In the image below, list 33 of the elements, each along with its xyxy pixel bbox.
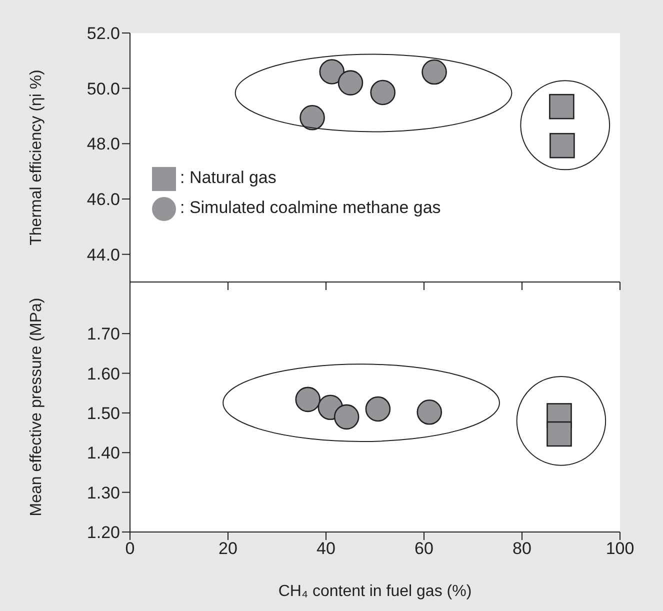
y-tick-label: 46.0 xyxy=(86,190,120,210)
y-tick-label: 50.0 xyxy=(86,79,120,98)
point xyxy=(550,132,575,158)
y-tick-label: 1.70 xyxy=(86,324,120,344)
x-tick-label: 0 xyxy=(125,539,135,558)
y-tick-label: 1.30 xyxy=(86,483,120,502)
y-tick-label: 1.60 xyxy=(86,364,120,384)
x-tick-label: 60 xyxy=(414,539,434,558)
x-tick-label: 20 xyxy=(218,539,238,558)
x-tick-label: 80 xyxy=(512,539,532,558)
legend-label: : Simulated coalmine methane gas xyxy=(180,198,441,217)
point xyxy=(416,400,442,425)
y-axis-title: Thermal efficiency (ηi %) xyxy=(28,70,44,246)
y-tick-label: 48.0 xyxy=(86,134,120,154)
point xyxy=(370,80,396,106)
y-axis-title: Mean effective pressure (MPa) xyxy=(28,298,44,516)
point xyxy=(422,59,447,85)
y-tick-label: 44.0 xyxy=(86,245,120,264)
point xyxy=(295,386,321,412)
y-tick-label: 1.40 xyxy=(86,444,120,463)
x-tick-label: 100 xyxy=(606,539,634,558)
point xyxy=(365,396,391,422)
x-tick-label: 40 xyxy=(316,539,336,558)
point xyxy=(319,59,345,84)
legend-label: : Natural gas xyxy=(180,168,276,187)
point xyxy=(549,94,574,120)
y-tick-label: 1.50 xyxy=(86,404,120,423)
point xyxy=(300,105,325,130)
y-tick-label: 1.20 xyxy=(86,523,120,542)
y-tick-label: 52.0 xyxy=(86,24,120,44)
x-axis-title: CH₄ content in fuel gas (%) xyxy=(278,583,472,600)
point xyxy=(338,70,364,96)
point xyxy=(334,404,360,430)
